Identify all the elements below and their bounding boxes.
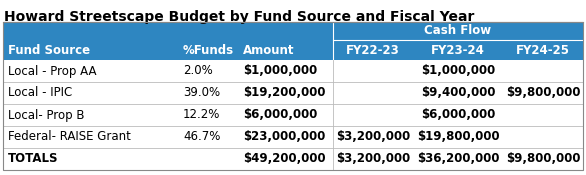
Text: $1,000,000: $1,000,000	[243, 65, 317, 78]
Bar	[3, 148, 583, 170]
Text: TOTALS: TOTALS	[8, 152, 59, 166]
Text: Local - IPIC: Local - IPIC	[8, 86, 72, 100]
Text: $3,200,000: $3,200,000	[336, 131, 410, 144]
Text: 2.0%: 2.0%	[183, 65, 213, 78]
Text: $6,000,000: $6,000,000	[421, 108, 495, 121]
Bar	[3, 22, 583, 170]
Text: $9,800,000: $9,800,000	[506, 152, 580, 166]
Text: FY23-24: FY23-24	[431, 44, 485, 57]
Text: Amount: Amount	[243, 44, 295, 57]
Bar	[3, 40, 583, 60]
Text: $3,200,000: $3,200,000	[336, 152, 410, 166]
Text: $9,400,000: $9,400,000	[421, 86, 495, 100]
Text: $19,800,000: $19,800,000	[417, 131, 499, 144]
Text: $19,200,000: $19,200,000	[243, 86, 325, 100]
Text: $49,200,000: $49,200,000	[243, 152, 326, 166]
Text: Howard Streetscape Budget by Fund Source and Fiscal Year: Howard Streetscape Budget by Fund Source…	[4, 10, 475, 24]
Text: Cash Flow: Cash Flow	[424, 25, 492, 37]
Text: $23,000,000: $23,000,000	[243, 131, 325, 144]
Text: %Funds: %Funds	[183, 44, 234, 57]
Bar	[3, 82, 583, 104]
Text: 46.7%: 46.7%	[183, 131, 220, 144]
Bar	[3, 22, 583, 40]
Bar	[3, 126, 583, 148]
Text: 39.0%: 39.0%	[183, 86, 220, 100]
Bar	[3, 104, 583, 126]
Text: $36,200,000: $36,200,000	[417, 152, 499, 166]
Bar	[3, 60, 583, 82]
Text: Local - Prop AA: Local - Prop AA	[8, 65, 97, 78]
Text: Local- Prop B: Local- Prop B	[8, 108, 84, 121]
Text: $1,000,000: $1,000,000	[421, 65, 495, 78]
Text: Federal- RAISE Grant: Federal- RAISE Grant	[8, 131, 131, 144]
Text: Fund Source: Fund Source	[8, 44, 90, 57]
Text: $6,000,000: $6,000,000	[243, 108, 318, 121]
Text: FY24-25: FY24-25	[516, 44, 570, 57]
Text: FY22-23: FY22-23	[346, 44, 400, 57]
Text: $9,800,000: $9,800,000	[506, 86, 580, 100]
Text: 12.2%: 12.2%	[183, 108, 220, 121]
